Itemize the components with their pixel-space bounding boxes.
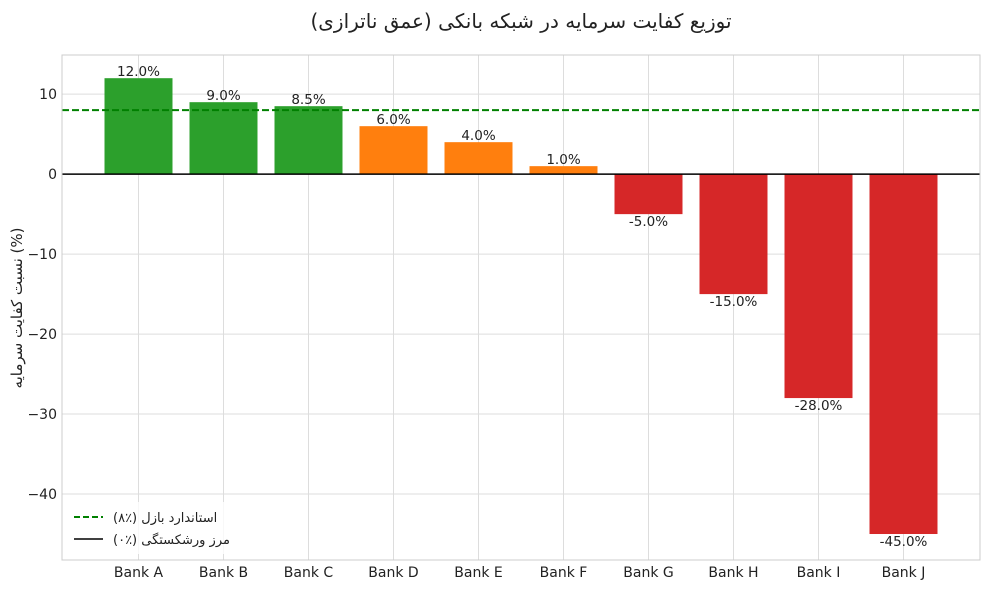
bar-value-label: 1.0% [546,152,580,168]
bar-value-label: -15.0% [710,294,758,310]
y-tick-label: 10 [39,87,57,103]
bar-value-label: 12.0% [117,64,160,80]
y-tick-label: −40 [27,487,57,503]
x-tick-label: Bank F [540,565,588,581]
x-tick-label: Bank J [882,565,926,581]
legend-box [66,502,228,554]
bar-value-label: -28.0% [795,398,843,414]
legend-label: مرز ورشکستگی (٪۰) [113,532,230,548]
bar [104,78,173,175]
bar-value-label: 9.0% [206,88,240,104]
bar [274,106,343,175]
bar [784,174,853,399]
chart-title: توزیع کفایت سرمایه در شبکه بانکی (عمق نا… [310,9,731,33]
bar [359,126,428,175]
bar-value-label: 8.5% [291,92,325,108]
bar-value-label: -45.0% [880,534,928,550]
x-tick-label: Bank I [797,565,841,581]
x-tick-label: Bank B [199,565,248,581]
x-tick-label: Bank A [114,565,164,581]
bar [869,174,938,535]
y-tick-label: −20 [27,327,57,343]
x-tick-label: Bank C [284,565,334,581]
y-tick-label: 0 [48,167,57,183]
y-tick-label: −10 [27,247,57,263]
x-tick-label: Bank D [368,565,418,581]
x-tick-label: Bank E [454,565,502,581]
bar [614,174,683,215]
plot-frame [61,54,981,561]
x-tick-label: Bank H [708,565,758,581]
bar [189,102,258,175]
bar-value-label: 4.0% [461,128,495,144]
y-axis-label: نسبت کفایت سرمایه (%) [8,228,26,389]
bar [444,142,513,175]
bar-value-label: 6.0% [376,112,410,128]
bar [699,174,768,295]
legend: استاندارد بازل (٪۸) مرز ورشکستگی (٪۰) [66,502,230,554]
x-tick-label: Bank G [623,565,673,581]
bar [529,166,598,175]
bar-value-label: -5.0% [629,214,668,230]
legend-label: استاندارد بازل (٪۸) [113,511,217,526]
y-tick-label: −30 [27,407,57,423]
